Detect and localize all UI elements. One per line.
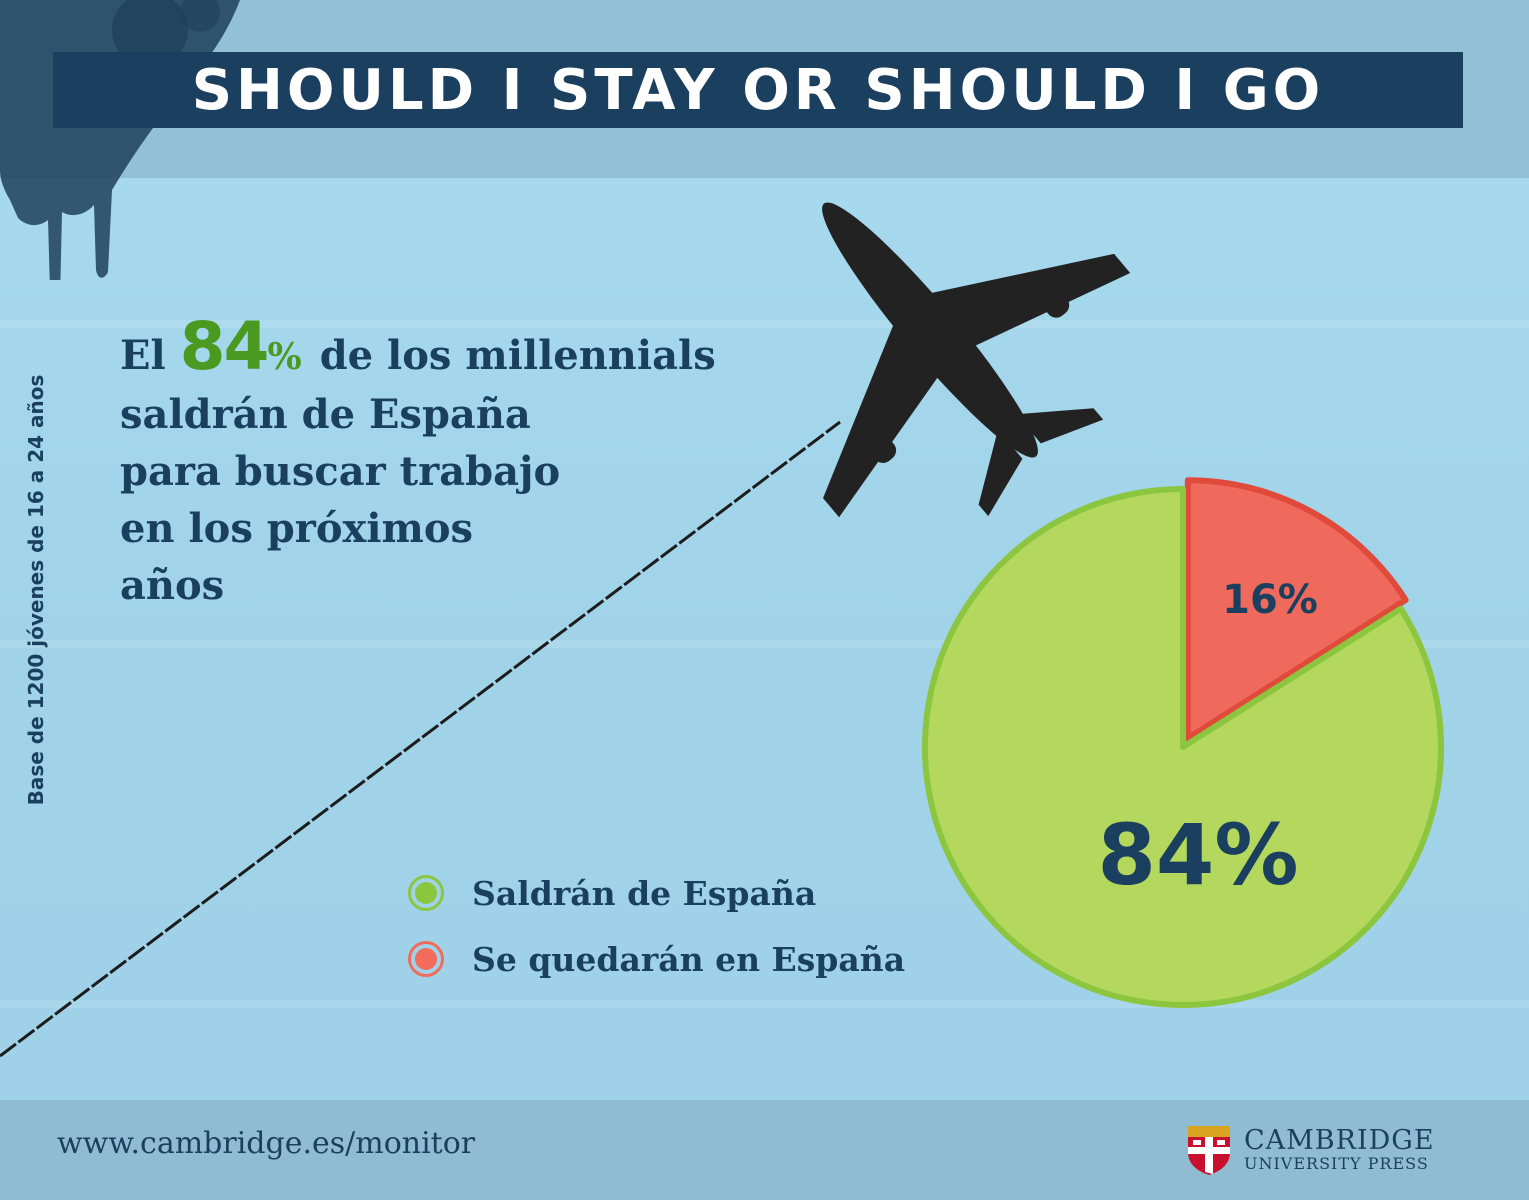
pie-slice-leave <box>922 486 1445 1008</box>
headline: El 84% de los millennials saldrán de Espa… <box>120 314 716 614</box>
pie-chart: 16% 84% <box>0 202 1445 1058</box>
headline-percent-sign: % <box>267 336 302 378</box>
pie-slice-stay <box>1184 477 1409 742</box>
cambridge-logo: CAMBRIDGE UNIVERSITY PRESS <box>1186 1124 1435 1176</box>
airplane-icon <box>822 202 1131 518</box>
texture-stripe <box>0 1000 1529 1008</box>
headline-line-2: saldrán de España <box>120 391 531 438</box>
legend-label-stay: Se quedarán en España <box>472 939 906 979</box>
legend: Saldrán de España Se quedarán en España <box>408 860 905 992</box>
logo-main-text: CAMBRIDGE <box>1244 1125 1435 1156</box>
legend-item-leave: Saldrán de España <box>408 860 905 926</box>
headline-number: 84 <box>179 308 270 385</box>
slice-label-leave: 84% <box>1097 806 1298 904</box>
contrail-line <box>0 420 841 1058</box>
headline-line-3: para buscar trabajo <box>120 448 561 495</box>
headline-line-1-rest: de los millennials <box>319 332 716 379</box>
crest-shield-icon <box>1188 1126 1230 1175</box>
footer-url[interactable]: www.cambridge.es/monitor <box>57 1126 476 1161</box>
texture-stripe <box>0 640 1529 648</box>
page-title: SHOULD I STAY OR SHOULD I GO <box>191 57 1325 123</box>
legend-item-stay: Se quedarán en España <box>408 926 905 992</box>
headline-line-4: en los próximos <box>120 505 474 552</box>
headline-line-5: años <box>120 562 225 609</box>
headline-prefix: El <box>120 332 166 379</box>
slice-label-stay: 16% <box>1222 577 1318 623</box>
title-banner: SHOULD I STAY OR SHOULD I GO <box>53 52 1463 128</box>
legend-marker-stay-icon <box>408 941 444 977</box>
headline-line-1: El 84% de los millennials <box>120 314 716 386</box>
footer-bar <box>0 1100 1529 1200</box>
logo-sub-text: UNIVERSITY PRESS <box>1244 1154 1429 1173</box>
texture-stripe <box>0 320 1529 328</box>
legend-marker-leave-icon <box>408 875 444 911</box>
legend-label-leave: Saldrán de España <box>472 873 817 913</box>
logo-text: CAMBRIDGE UNIVERSITY PRESS <box>1244 1127 1435 1173</box>
